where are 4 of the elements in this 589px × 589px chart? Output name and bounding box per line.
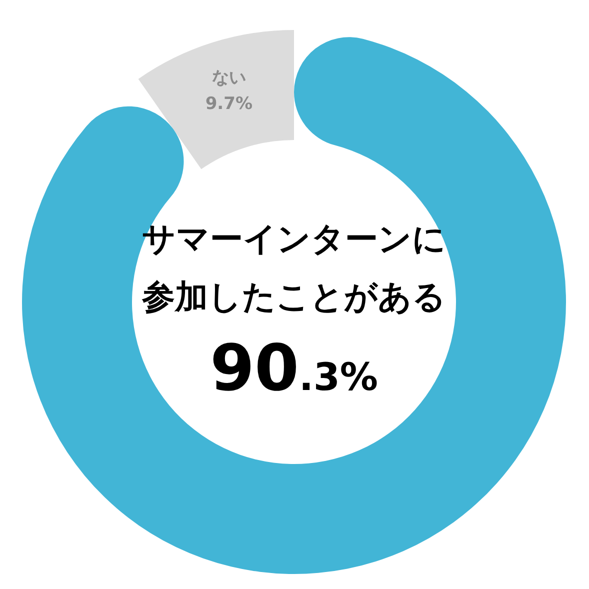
slice-label: サマーインターンに参加したことがある [141,219,446,316]
slice-label: ない [212,68,246,88]
data-label: 90.3% [210,332,378,406]
data-label: 9.7% [205,94,252,114]
